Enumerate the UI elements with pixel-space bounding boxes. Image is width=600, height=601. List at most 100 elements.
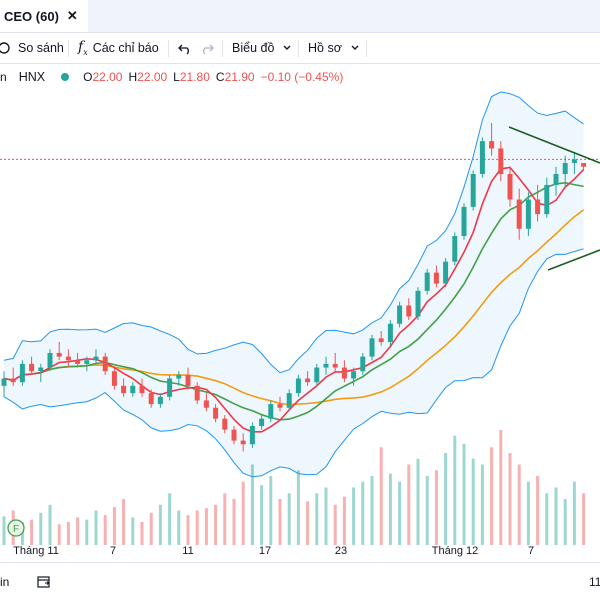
candle	[249, 422, 255, 448]
volume-bar	[30, 519, 34, 545]
candle	[121, 378, 127, 397]
volume-bar	[260, 485, 264, 545]
volume-bar	[499, 430, 503, 545]
undo-button[interactable]	[178, 33, 192, 63]
volume-bar	[536, 476, 540, 545]
volume-bar	[241, 481, 245, 545]
volume-bar	[563, 499, 567, 545]
price-chart[interactable]: F	[0, 90, 600, 545]
candle	[406, 298, 412, 321]
volume-bar	[296, 470, 300, 545]
volume-bar	[425, 476, 429, 545]
toolbar: So sánh fx Các chỉ báo Biểu đồ Hồ sơ	[0, 33, 600, 64]
volume-bar	[195, 510, 199, 545]
candle	[213, 404, 219, 423]
divider	[222, 40, 223, 57]
close-icon[interactable]: ✕	[66, 8, 78, 23]
volume-bar	[76, 517, 80, 545]
candle	[387, 320, 393, 346]
divider	[298, 40, 299, 57]
low-key: L	[173, 70, 180, 84]
volume-bar	[250, 464, 254, 545]
volume-bar	[85, 519, 89, 545]
x-axis-label: 7	[109, 545, 117, 557]
volume-bar	[407, 464, 411, 545]
volume-bars	[2, 430, 586, 545]
candle	[443, 258, 449, 288]
volume-bar	[554, 487, 558, 545]
profile-dropdown[interactable]: Hồ sơ	[308, 33, 360, 63]
compare-button[interactable]: So sánh	[0, 33, 64, 63]
volume-bar	[315, 493, 319, 545]
candle	[415, 287, 421, 321]
volume-bar	[388, 473, 392, 545]
candle	[351, 367, 357, 386]
candle	[516, 188, 522, 240]
candle	[544, 177, 550, 218]
candle	[452, 232, 458, 266]
volume-bar	[214, 504, 218, 545]
x-axis-label: Tháng 11	[13, 545, 59, 557]
volume-bar	[131, 517, 135, 545]
candle	[378, 331, 384, 346]
candle	[19, 360, 25, 386]
undo-icon	[178, 44, 189, 55]
volume-bar	[462, 443, 466, 545]
high-key: H	[128, 70, 138, 84]
candle	[470, 170, 476, 211]
open-value: 22.00	[92, 70, 123, 84]
candle	[93, 349, 99, 364]
candle	[397, 301, 403, 328]
symbol-legend: n HNX O 22.00 H 22.00 L 21.80 C 21.90 −0…	[0, 66, 349, 88]
calendar-range-icon[interactable]	[36, 574, 52, 590]
candle	[130, 382, 136, 397]
chart-type-dropdown[interactable]: Biểu đồ	[232, 33, 292, 63]
chart-tab[interactable]: CEO (60) ✕	[0, 0, 88, 32]
candle	[259, 415, 265, 430]
candle	[47, 349, 53, 372]
volume-bar	[287, 493, 291, 545]
divider	[68, 40, 69, 57]
profile-label: Hồ sơ	[308, 41, 342, 55]
volume-bar	[517, 464, 521, 545]
candle	[489, 122, 495, 156]
candle	[148, 389, 154, 408]
ma-mid-line	[3, 181, 584, 421]
candle	[535, 184, 541, 222]
exchange-label: HNX	[18, 70, 46, 84]
candle	[323, 356, 329, 375]
volume-bar	[168, 493, 172, 545]
volume-bar	[324, 487, 328, 545]
high-value: 22.00	[137, 70, 168, 84]
volume-bar	[39, 512, 43, 545]
x-axis-label: 17	[258, 545, 272, 557]
candle	[75, 352, 81, 368]
volume-bar	[352, 487, 356, 545]
chevron-down-icon	[351, 45, 359, 50]
volume-bar	[223, 493, 227, 545]
volume-bar	[333, 504, 337, 545]
volume-bar	[361, 481, 365, 545]
divider	[366, 40, 367, 57]
x-axis-label: 23	[334, 545, 348, 557]
redo-icon	[203, 44, 214, 55]
candle	[176, 371, 182, 386]
volume-bar	[269, 476, 273, 545]
candle	[111, 367, 117, 390]
candle	[295, 374, 301, 397]
candle	[525, 192, 531, 237]
candle	[562, 155, 568, 189]
volume-bar	[416, 458, 420, 545]
volume-bar	[370, 476, 374, 545]
volume-bar	[453, 435, 457, 545]
candle	[498, 141, 504, 182]
clock-time-partial: 11	[589, 575, 600, 589]
redo-button[interactable]	[200, 33, 214, 63]
volume-bar	[572, 481, 576, 545]
bollinger-band-fill	[4, 91, 584, 477]
candle	[360, 352, 366, 375]
volume-bar	[2, 516, 6, 545]
range-button-partial[interactable]: in	[0, 575, 10, 589]
tab-title: CEO (60)	[4, 8, 59, 24]
indicators-button[interactable]: fx Các chỉ báo	[78, 33, 159, 63]
